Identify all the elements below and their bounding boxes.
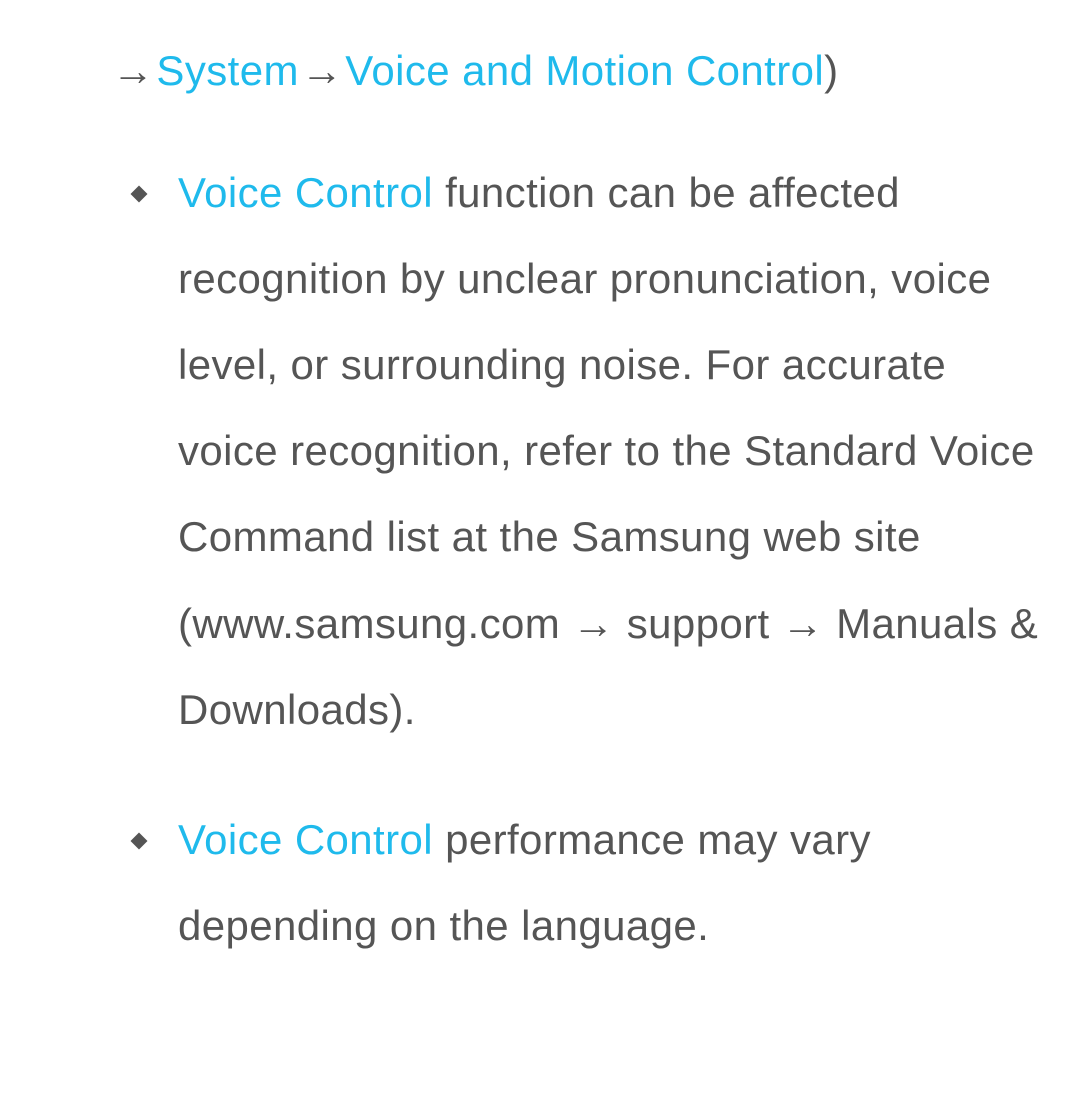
breadcrumb-voice-motion: Voice and Motion Control <box>345 47 824 94</box>
breadcrumb-tail: ) <box>824 47 838 94</box>
bullet-list: Voice Control function can be affected r… <box>110 150 1052 969</box>
highlight-term: Voice Control <box>178 169 433 216</box>
list-item: Voice Control performance may vary depen… <box>110 797 1052 969</box>
item-body: function can be affected recognition by … <box>178 169 1038 733</box>
list-item: Voice Control function can be affected r… <box>110 150 1052 753</box>
breadcrumb-line: → System → Voice and Motion Control) <box>110 28 1052 114</box>
arrow-icon: → <box>110 28 156 114</box>
arrow-icon: → <box>299 28 345 114</box>
breadcrumb-system: System <box>156 47 298 94</box>
manual-page: → System → Voice and Motion Control) Voi… <box>0 0 1080 1041</box>
highlight-term: Voice Control <box>178 816 433 863</box>
